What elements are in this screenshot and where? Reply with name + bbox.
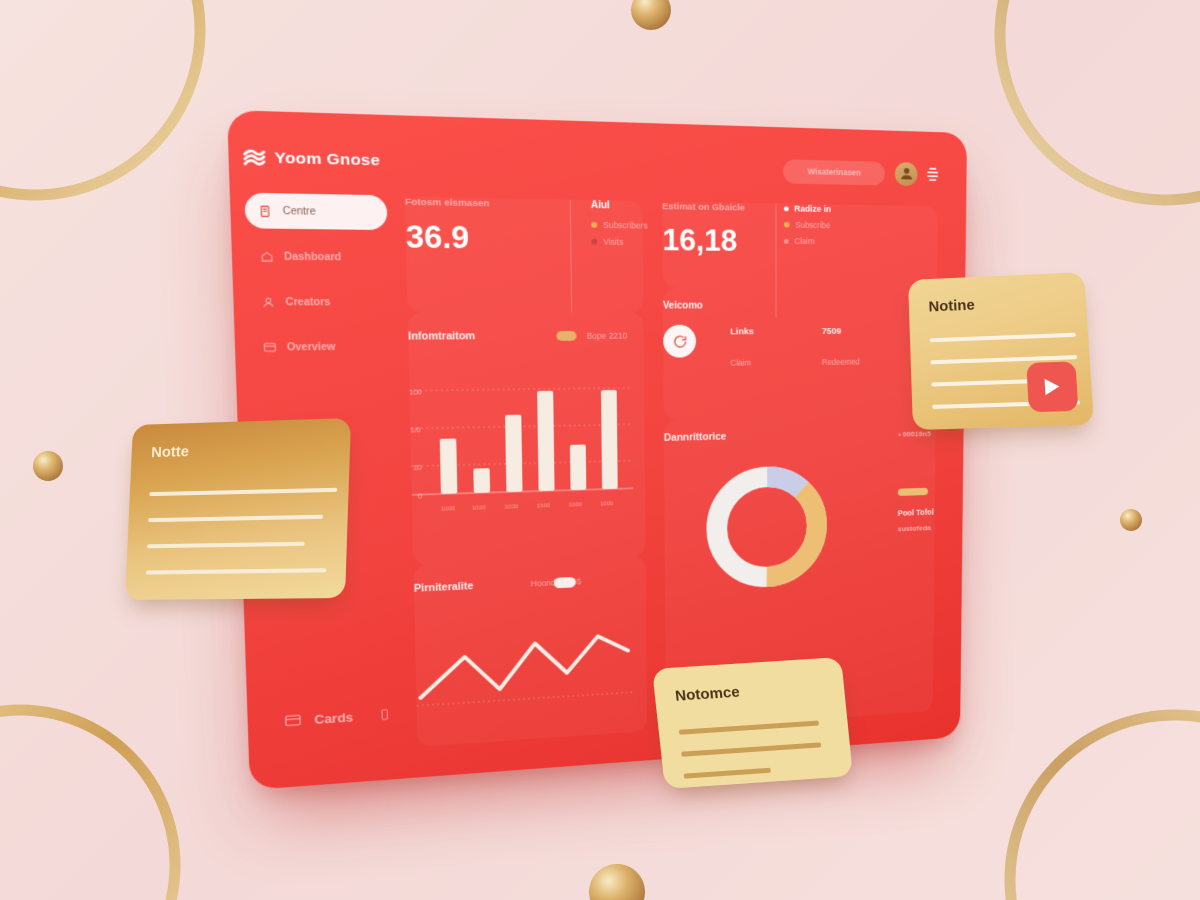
svg-text:1000: 1000 bbox=[600, 501, 613, 507]
svg-text:1030: 1030 bbox=[505, 504, 519, 510]
svg-text:0: 0 bbox=[418, 492, 423, 500]
svg-text:1000: 1000 bbox=[441, 506, 455, 513]
svg-text:1/0: 1/0 bbox=[410, 426, 421, 434]
svg-text:1500: 1500 bbox=[537, 503, 551, 509]
svg-text:10: 10 bbox=[413, 464, 422, 472]
svg-text:1020: 1020 bbox=[472, 505, 486, 512]
svg-text:100: 100 bbox=[409, 388, 422, 396]
svg-text:1000: 1000 bbox=[569, 502, 582, 508]
